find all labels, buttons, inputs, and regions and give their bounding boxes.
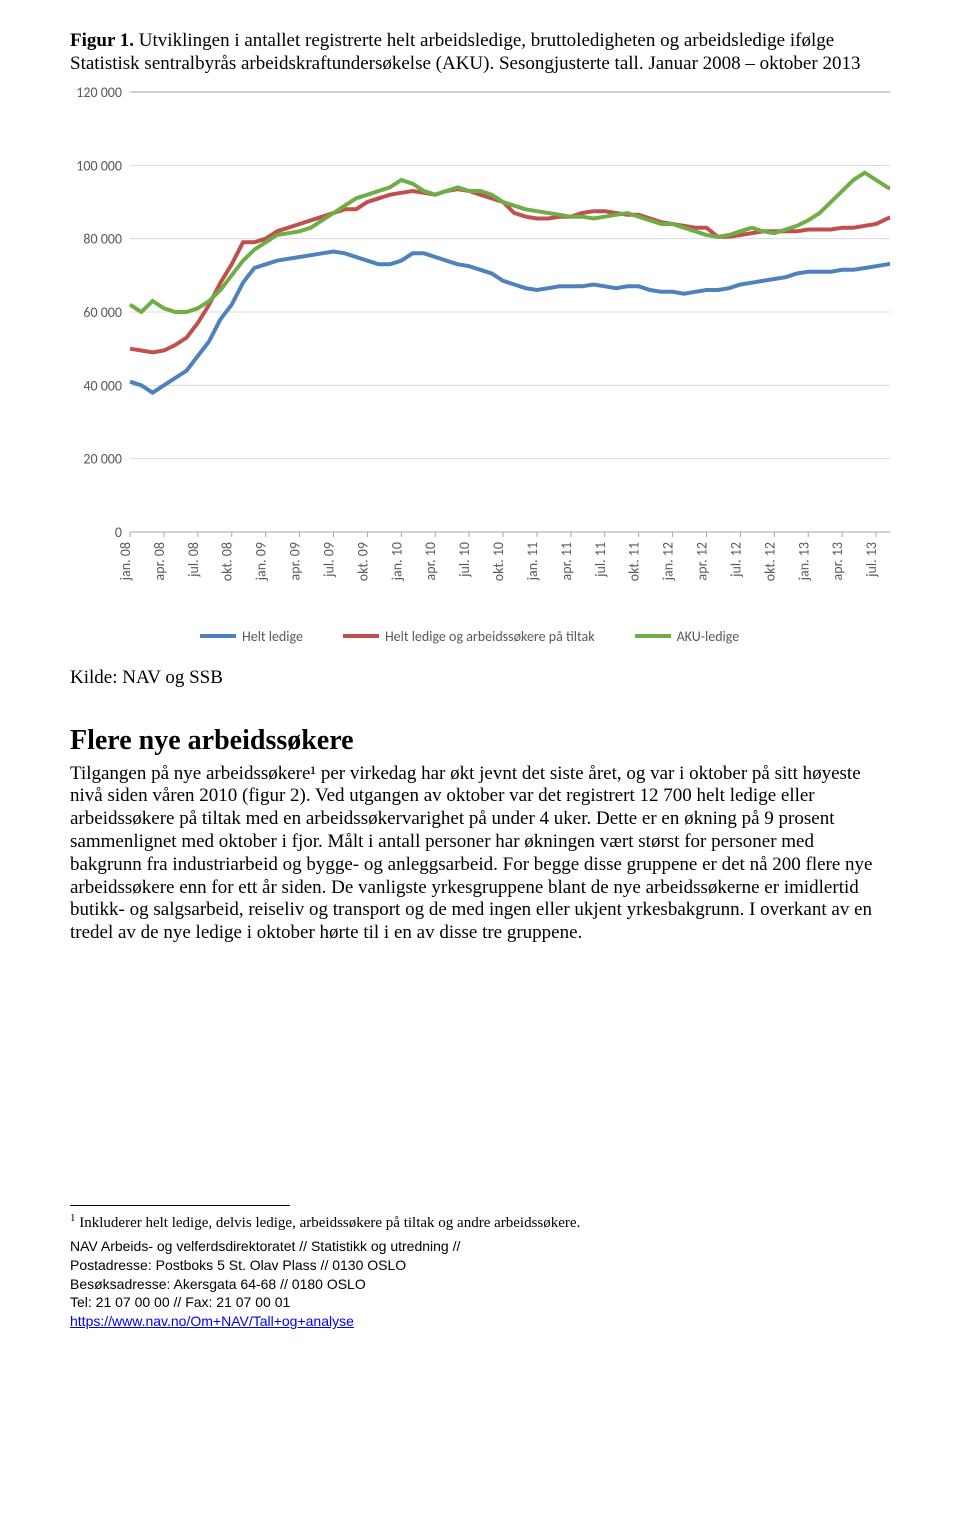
svg-text:jul. 08: jul. 08 [185, 542, 202, 578]
svg-text:jul. 12: jul. 12 [727, 542, 744, 578]
line-chart: 0 20 000 40 000 60 000 80 000 100 000 120 000 j… [70, 82, 890, 645]
legend-label: AKU-ledige [677, 628, 740, 645]
svg-text:jan. 13: jan. 13 [795, 542, 812, 581]
svg-text:120 000: 120 000 [76, 84, 122, 101]
svg-text:jan. 12: jan. 12 [660, 542, 677, 581]
footnote-separator [70, 1205, 290, 1206]
legend-label: Helt ledige [242, 628, 303, 645]
figure-caption: Figur 1. Utviklingen i antallet registre… [70, 30, 890, 76]
footnote: 1 Inkluderer helt ledige, delvis ledige,… [70, 1212, 890, 1233]
footer-line: Besøksadresse: Akersgata 64-68 // 0180 O… [70, 1275, 890, 1294]
footer-line: Tel: 21 07 00 00 // Fax: 21 07 00 01 [70, 1293, 890, 1312]
legend-item-helt-ledige: Helt ledige [200, 628, 303, 645]
figure-caption-line2: Statistisk sentralbyrås arbeidskraftunde… [70, 53, 860, 74]
svg-text:jul. 10: jul. 10 [456, 542, 473, 578]
svg-text:apr. 08: apr. 08 [151, 542, 168, 580]
svg-text:okt. 10: okt. 10 [490, 542, 507, 581]
svg-text:okt. 08: okt. 08 [219, 542, 236, 581]
svg-text:jul. 11: jul. 11 [592, 542, 609, 578]
svg-text:80 000: 80 000 [83, 230, 122, 247]
figure-label: Figur 1. [70, 30, 134, 51]
legend-swatch [343, 634, 379, 638]
svg-text:jan. 09: jan. 09 [253, 542, 270, 581]
svg-text:0: 0 [115, 524, 122, 541]
svg-text:apr. 09: apr. 09 [287, 542, 304, 580]
figure-caption-line1: Utviklingen i antallet registrerte helt … [134, 30, 834, 51]
svg-text:jan. 08: jan. 08 [117, 542, 134, 581]
svg-text:jul. 13: jul. 13 [863, 542, 880, 578]
chart-svg: 0 20 000 40 000 60 000 80 000 100 000 120 000 j… [70, 82, 890, 622]
body-text: Tilgangen på nye arbeidssøkere¹ per virk… [70, 763, 873, 944]
svg-text:jan. 11: jan. 11 [524, 542, 541, 581]
svg-text:apr. 11: apr. 11 [558, 542, 575, 580]
legend-label: Helt ledige og arbeidssøkere på tiltak [385, 628, 595, 645]
svg-text:20 000: 20 000 [83, 450, 122, 467]
page-footer: NAV Arbeids- og velferdsdirektoratet // … [70, 1237, 890, 1331]
footnote-text: Inkluderer helt ledige, delvis ledige, a… [79, 1215, 580, 1231]
body-paragraph: Tilgangen på nye arbeidssøkere¹ per virk… [70, 763, 890, 945]
legend-item-aku: AKU-ledige [635, 628, 740, 645]
section-heading: Flere nye arbeidssøkere [70, 725, 890, 757]
chart-source: Kilde: NAV og SSB [70, 667, 890, 689]
footer-link[interactable]: https://www.nav.no/Om+NAV/Tall+og+analys… [70, 1313, 354, 1329]
legend-item-brutto: Helt ledige og arbeidssøkere på tiltak [343, 628, 595, 645]
svg-text:okt. 12: okt. 12 [761, 542, 778, 581]
svg-text:okt. 11: okt. 11 [626, 542, 643, 581]
svg-text:60 000: 60 000 [83, 304, 122, 321]
legend-swatch [200, 634, 236, 638]
svg-text:jul. 09: jul. 09 [320, 542, 337, 578]
svg-text:apr. 10: apr. 10 [422, 542, 439, 580]
svg-text:jan. 10: jan. 10 [388, 542, 405, 581]
svg-text:100 000: 100 000 [76, 157, 122, 174]
svg-text:apr. 13: apr. 13 [829, 542, 846, 580]
chart-legend: Helt ledige Helt ledige og arbeidssøkere… [70, 628, 890, 645]
svg-text:apr. 12: apr. 12 [694, 542, 711, 580]
footer-line: Postadresse: Postboks 5 St. Olav Plass /… [70, 1256, 890, 1275]
footer-line: NAV Arbeids- og velferdsdirektoratet // … [70, 1237, 890, 1256]
svg-text:okt. 09: okt. 09 [354, 542, 371, 581]
svg-text:40 000: 40 000 [83, 377, 122, 394]
legend-swatch [635, 634, 671, 638]
